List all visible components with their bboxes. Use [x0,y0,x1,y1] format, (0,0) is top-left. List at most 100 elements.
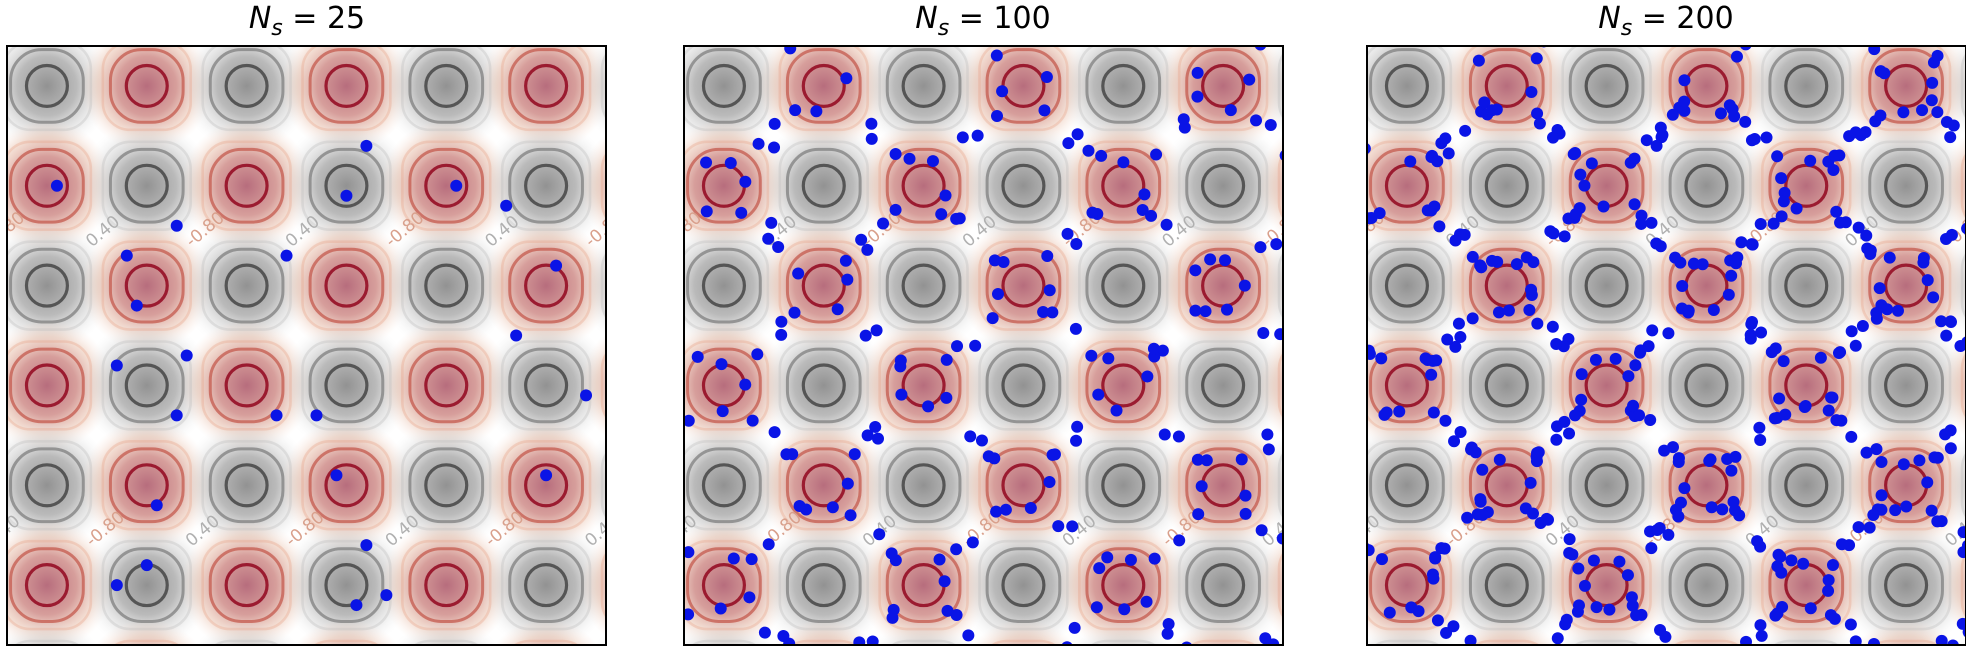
sample-point [1162,618,1175,631]
sample-point [1755,629,1768,642]
contour-line [310,649,383,653]
sample-point [1765,346,1778,359]
sample-point [1342,8,1354,20]
positive-well-fill [757,319,890,452]
contour-line [1960,551,1966,619]
sample-point [1798,400,1811,413]
sample-point [687,12,699,24]
contour-line [510,649,583,653]
sample-point [1849,126,1862,139]
sample-point [1559,618,1572,631]
panel-3-title-base: N [1598,1,1620,36]
sample-point [1140,595,1153,608]
contour-line [1568,447,1645,524]
sample-point [1523,304,1536,317]
positive-well-fill [480,319,606,452]
sample-point [1566,548,1579,561]
sample-point [1863,521,1876,534]
positive-well-fill [684,419,790,552]
sample-point [788,306,801,319]
sample-point [1062,137,1075,150]
sample-point [1864,247,1877,260]
sample-point [853,636,866,645]
contour-line [785,347,862,424]
sample-point [1441,333,1454,346]
contour-line [224,263,269,308]
sample-point [1454,426,1467,439]
sample-point [745,553,758,566]
sample-point [1931,515,1944,528]
contour-line [526,0,567,7]
sample-point [1931,106,1944,119]
contour-line [101,539,192,631]
sample-point [1172,430,1185,443]
contour-line [987,649,1060,653]
sample-point [997,256,1010,269]
contour-line [313,639,380,645]
contour-line [124,63,169,108]
sample-point [940,353,953,366]
contour-line [1367,539,1453,631]
contour-line [588,649,661,653]
contour-line [1770,649,1843,653]
sample-point [1687,257,1700,270]
contour-line [686,147,762,224]
sample-point [1296,371,1308,383]
sample-point [1464,634,1477,645]
sample-point [1259,632,1272,645]
sample-point [1387,4,1399,16]
sample-point [1169,26,1181,38]
sample-point [1753,421,1766,434]
contour-line [301,340,392,431]
contour-line [524,563,569,608]
contour-line [401,140,492,231]
contour-line [1784,63,1829,108]
contour-line [1761,539,1852,631]
sample-point [1574,168,1587,181]
contour-line [1373,639,1441,645]
positive-well-fill [7,219,113,352]
contour-line [9,247,85,324]
sample-point [1644,413,1657,426]
sample-point [1367,542,1371,554]
contour-line [778,539,869,631]
sample-point [1475,261,1488,274]
positive-well-fill [180,46,313,152]
sample-point [1328,100,1340,112]
sample-point [1775,210,1788,223]
sample-point [775,328,788,341]
contour-line [1561,539,1652,631]
sample-point [1239,507,1252,520]
contour-line [1287,265,1328,306]
sample-point [1527,256,1540,269]
sample-point [840,72,853,85]
contour-line [1201,63,1246,108]
contour-line [408,347,485,424]
contour-line [1101,63,1146,108]
sample-point [865,132,878,145]
sample-point [1774,550,1787,563]
contour-line [1279,641,1367,653]
sample-point [1383,606,1396,619]
contour-line [1661,240,1752,331]
panel-3-contour-plot: 0.40-0.800.40-0.800.40-0.800.40-0.800.40… [1287,0,1966,653]
contour-line [985,347,1062,424]
contour-line [1078,340,1169,431]
sample-point [848,448,861,461]
contour-line [1568,147,1645,224]
sample-point [1452,317,1465,330]
sample-point [1870,307,1883,320]
positive-well-fill [757,519,890,645]
contour-line [1287,50,1360,123]
contour-line [604,165,645,206]
contour-line [785,147,862,224]
contour-line [24,363,69,408]
contour-line [301,539,392,631]
contour-line [1302,365,1343,406]
sample-point [926,155,939,168]
contour-line [1762,0,1850,30]
sample-point [1714,107,1727,120]
sample-point [1575,393,1588,406]
panel-1-frame [6,45,607,646]
contour-line [1185,547,1261,623]
